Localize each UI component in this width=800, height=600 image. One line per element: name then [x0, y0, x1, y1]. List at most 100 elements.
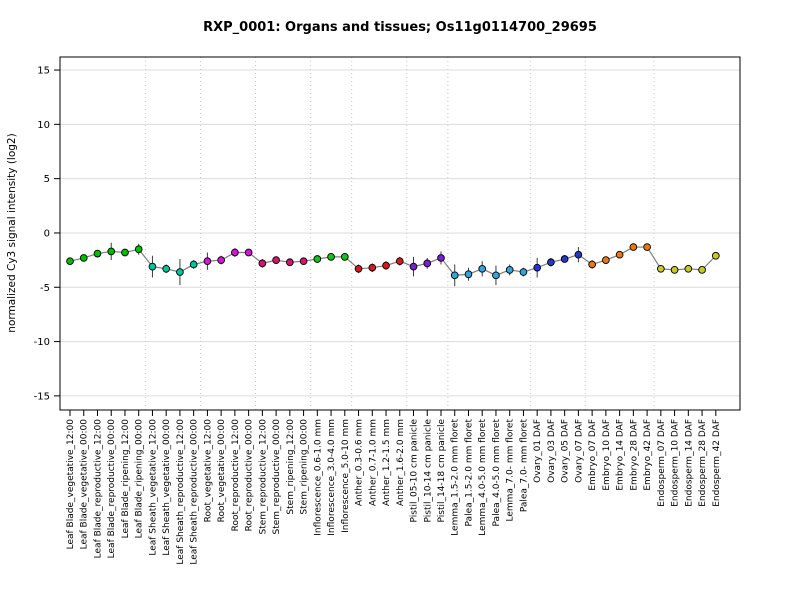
data-point	[285, 258, 294, 267]
data-point	[258, 259, 267, 268]
data-point	[629, 243, 638, 251]
data-point	[313, 255, 322, 263]
x-category-label: Palea_7.0- mm floret	[519, 419, 529, 513]
data-point	[643, 243, 651, 251]
data-point	[79, 254, 88, 262]
data-point	[121, 248, 129, 257]
x-category-label: Embryo_07 DAF	[588, 419, 598, 491]
y-tick-label: 15	[37, 66, 50, 77]
x-category-label: Root_reproductive_00:00	[245, 419, 255, 532]
x-category-label: Inflorescence_5.0-10 mm	[341, 419, 351, 533]
data-point	[203, 257, 212, 266]
data-point	[615, 250, 624, 259]
x-category-label: Inflorescence_0.6-1.0 mm	[313, 419, 323, 536]
data-point	[519, 268, 528, 276]
x-category-label: Lemma_4.0-5.0 mm floret	[478, 419, 488, 536]
x-category-label: Root_vegetative_12:00	[203, 419, 213, 523]
x-category-label: Stem_reproductive_12:00	[258, 419, 268, 535]
x-category-label: Leaf Blade_ripening_12:00	[121, 419, 131, 539]
data-point	[602, 256, 610, 264]
y-axis-title: normalized Cy3 signal intensity (log2)	[6, 133, 18, 332]
x-category-label: Leaf Blade_reproductive_00:00	[107, 419, 117, 559]
x-category-label: Root_vegetative_00:00	[217, 419, 227, 523]
data-point	[162, 264, 171, 273]
x-category-label: Leaf Blade_vegetative_00:00	[80, 419, 90, 550]
data-point	[189, 260, 198, 269]
x-category-label: Anther_1.6-2.0 mm	[396, 419, 406, 506]
data-point	[478, 264, 487, 273]
data-point	[272, 256, 280, 264]
data-point	[464, 270, 473, 279]
x-category-label: Palea_1.5-2.0 mm floret	[464, 419, 474, 527]
x-category-label: Root_reproductive_12:00	[231, 419, 241, 532]
x-category-label: Anther_1.2-1.5 mm	[382, 419, 392, 506]
data-point	[656, 264, 665, 273]
data-point	[217, 256, 225, 264]
x-category-label: Ovary_01 DAF	[533, 419, 543, 483]
x-category-label: Endosperm_28 DAF	[698, 419, 708, 507]
y-tick-label: -10	[34, 337, 50, 348]
x-category-label: Embryo_42 DAF	[643, 419, 653, 491]
x-category-label: Embryo_10 DAF	[602, 419, 612, 491]
data-point	[354, 264, 363, 273]
x-category-label: Inflorescence_3.0-4.0 mm	[327, 419, 337, 536]
axis-layer: 15 10 5 0 -5 -10 -15 Leaf Blade_vegetative_12:0…	[34, 56, 741, 565]
data-point	[368, 263, 377, 272]
data-point	[66, 257, 74, 266]
x-category-label: Lemma_7.0- mm floret	[506, 419, 516, 522]
data-point	[395, 257, 404, 266]
x-category-label: Leaf Sheath_vegetative_12:00	[148, 419, 158, 556]
data-point	[670, 266, 679, 274]
x-category-label: Stem_ripening_12:00	[286, 419, 296, 515]
data-point	[423, 259, 432, 268]
x-category-label: Embryo_28 DAF	[629, 419, 639, 491]
x-category-label: Ovary_05 DAF	[561, 419, 571, 483]
x-category-label: Leaf Sheath_vegetative_00:00	[162, 419, 172, 556]
x-category-label: Embryo_14 DAF	[616, 419, 626, 491]
data-point	[547, 258, 555, 267]
data-point	[492, 271, 500, 280]
data-point	[299, 257, 308, 266]
x-category-label: Pistil_14-18 cm panicle	[437, 419, 447, 523]
data-point	[560, 255, 569, 263]
x-category-label: Leaf Sheath_reproductive_00:00	[190, 419, 200, 565]
x-category-label: Leaf Sheath_reproductive_12:00	[176, 419, 186, 565]
data-point	[505, 266, 514, 274]
x-category-label: Endosperm_10 DAF	[671, 419, 681, 507]
x-category-label: Ovary_03 DAF	[547, 419, 557, 483]
y-tick-label: -15	[34, 391, 50, 402]
x-category-label: Endosperm_14 DAF	[684, 419, 694, 507]
x-category-label: Ovary_07 DAF	[574, 419, 584, 483]
data-point	[244, 248, 253, 257]
data-point	[533, 263, 542, 272]
x-category-label: Stem_ripening_00:00	[300, 419, 310, 515]
x-category-label: Anther_0.7-1.0 mm	[368, 419, 378, 506]
data-point	[107, 247, 116, 256]
data-layer	[66, 242, 720, 287]
y-tick-label: 10	[37, 120, 50, 131]
data-point	[588, 260, 596, 269]
x-category-label: Palea_4.0-5.0 mm floret	[492, 419, 502, 527]
data-point	[698, 266, 706, 274]
data-point	[148, 262, 157, 271]
data-point	[327, 253, 335, 261]
x-category-label: Stem_reproductive_00:00	[272, 419, 282, 535]
data-point	[382, 261, 390, 270]
data-point	[93, 249, 102, 258]
x-category-label: Pistil_05-10 cm panicle	[410, 419, 420, 523]
x-category-label: Lemma_1.5-2.0 mm floret	[451, 419, 461, 536]
y-tick-label: 0	[44, 228, 50, 239]
x-category-label: Leaf Blade_vegetative_12:00	[66, 419, 76, 550]
y-tick-label: -5	[40, 283, 50, 294]
x-category-label: Endosperm_07 DAF	[657, 419, 667, 507]
data-point	[176, 268, 184, 276]
x-category-label: Pistil_10-14 cm panicle	[423, 419, 433, 523]
data-point	[450, 271, 459, 280]
data-point	[340, 253, 349, 261]
x-category-label: Anther_0.3-0.6 mm	[355, 419, 365, 506]
chart-title: RXP_0001: Organs and tissues; Os11g01147…	[203, 20, 597, 35]
x-category-label: Leaf Blade_ripening_00:00	[135, 419, 145, 539]
